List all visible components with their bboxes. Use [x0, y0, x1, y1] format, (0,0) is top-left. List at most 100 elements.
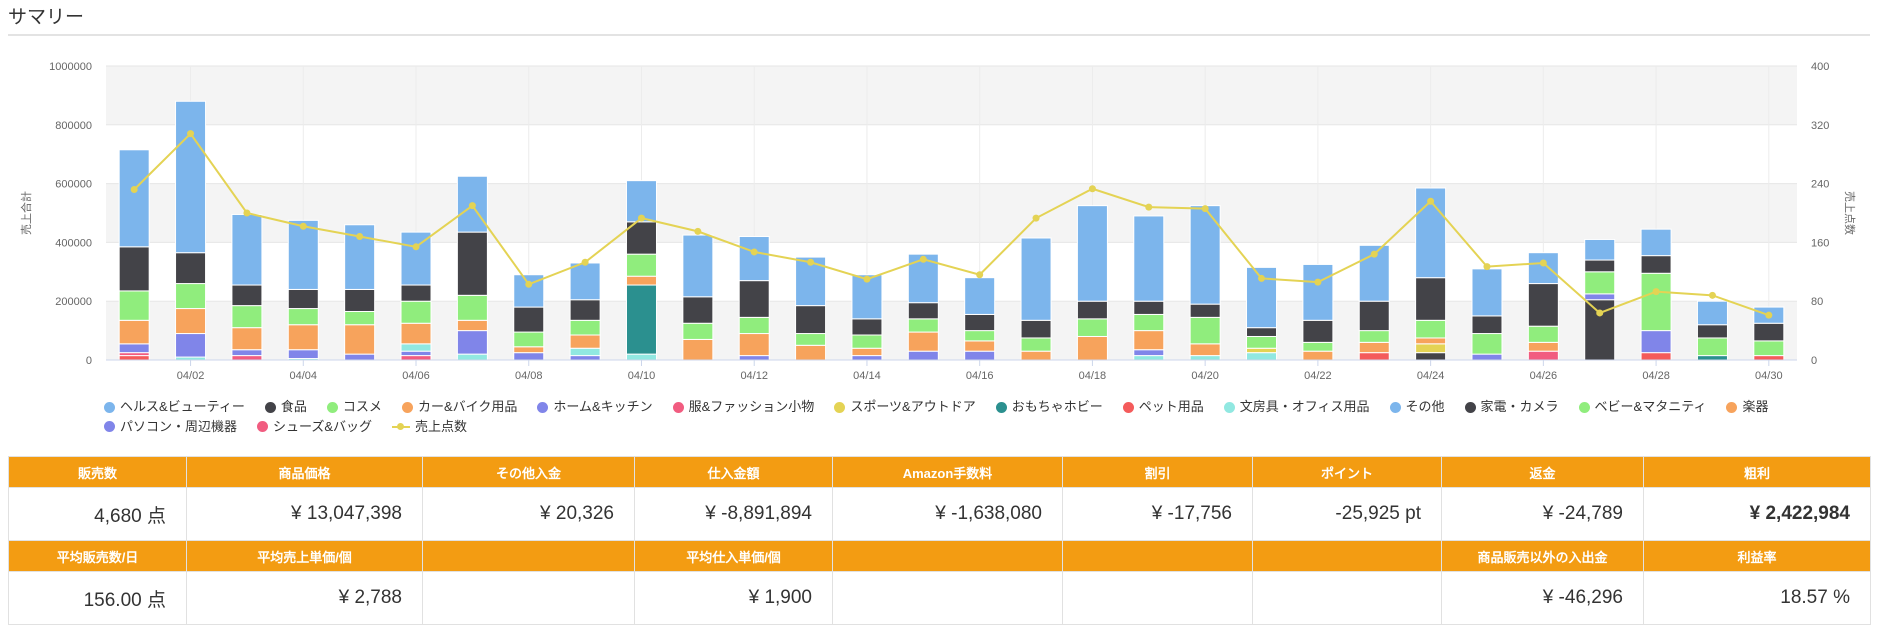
bar-segment: [907, 302, 939, 320]
bar-segment: [1584, 293, 1616, 301]
sales-count-point: [863, 275, 871, 283]
bar-segment: [1415, 319, 1447, 339]
value-avg-sales-per-day: 156.00 点: [8, 571, 187, 625]
sales-chart: 0 200000 400000 600000 800000 1000000 0 80 160 24…: [19, 61, 1856, 382]
legend-item[interactable]: 食品: [264, 398, 307, 416]
bar-segment: [175, 100, 207, 254]
header-discount: 割引: [1062, 456, 1253, 488]
bar-segment: [1189, 343, 1221, 357]
bar-segment: [851, 334, 883, 349]
legend-item[interactable]: 文房具・オフィス用品: [1223, 398, 1370, 416]
bar-segment: [907, 318, 939, 333]
x-tick-label: 04/18: [1079, 370, 1107, 382]
bar-segment: [1020, 350, 1052, 361]
header-avg-unit-price: 平均売上単価/個: [186, 540, 423, 572]
bar-segment: [964, 350, 996, 361]
legend-item[interactable]: シューズ&バッグ: [257, 418, 372, 436]
bar-segment: [231, 355, 263, 361]
bar-segment: [569, 262, 601, 301]
legend-dot-icon: [257, 421, 269, 432]
legend-item[interactable]: カー&バイク用品: [401, 398, 517, 416]
x-tick-label: 04/30: [1755, 370, 1783, 382]
bar-segment: [344, 310, 376, 326]
y-tick-label: 0: [86, 355, 92, 367]
legend-item[interactable]: パソコン・周辺機器: [104, 418, 237, 436]
bar-segment: [738, 280, 770, 318]
legend-label: ペット用品: [1138, 399, 1204, 414]
bar-segment: [1246, 335, 1278, 349]
plot-band: [106, 66, 1797, 125]
bar-segment: [1076, 318, 1108, 337]
bar-segment: [1246, 352, 1278, 361]
value-non-sales-cashflow: ¥ -46,296: [1441, 571, 1644, 625]
plot-band: [106, 242, 1797, 302]
legend-item[interactable]: その他: [1389, 398, 1445, 416]
legend-item[interactable]: ホーム&キッチン: [537, 398, 653, 416]
bar-segment: [1133, 215, 1165, 302]
bar-segment: [1696, 300, 1728, 326]
header-amazon-fee: Amazon手数料: [832, 456, 1063, 488]
y2-tick-label: 80: [1811, 296, 1823, 308]
summary-value-row-1: 4,680 点 ¥ 13,047,398 ¥ 20,326 ¥ -8,891,8…: [8, 487, 1871, 541]
sales-count-point: [1314, 278, 1322, 286]
bar-segment: [456, 353, 488, 361]
legend-item[interactable]: ベビー&マタニティ: [1578, 398, 1706, 416]
bar-segment: [118, 290, 150, 321]
legend-label: おもちゃホビー: [1011, 399, 1103, 414]
bar-segment: [175, 283, 207, 310]
bar-segment: [456, 330, 488, 355]
sales-count-point: [1596, 309, 1604, 317]
legend-dot-icon: [1389, 401, 1401, 413]
chart-legend: ヘルス&ビューティー 食品 コスメ カー&バイク用品 ホーム&キッチン 服&ファッション小…: [104, 398, 1804, 437]
sales-count-point: [1370, 250, 1378, 258]
bar-segment: [569, 355, 601, 361]
bar-segment: [118, 319, 150, 345]
x-tick-label: 04/06: [402, 370, 430, 382]
header-avg-purchase-unit-price: 平均仕入単価/個: [634, 540, 833, 572]
bar-segment: [287, 308, 319, 326]
header-empty-1: [422, 540, 635, 572]
legend-item[interactable]: ヘルス&ビューティー: [104, 398, 245, 416]
legend-item[interactable]: ペット用品: [1122, 398, 1204, 416]
y2-tick-label: 240: [1811, 179, 1829, 191]
bar-segment: [851, 355, 883, 361]
legend-item[interactable]: 服&ファッション小物: [672, 398, 814, 416]
legend-item[interactable]: おもちゃホビー: [995, 398, 1103, 416]
sales-count-point: [976, 271, 984, 279]
legend-item[interactable]: 売上点数: [392, 418, 467, 436]
value-refund: ¥ -24,789: [1441, 487, 1644, 541]
value-discount: ¥ -17,756: [1062, 487, 1253, 541]
legend-item[interactable]: 楽器: [1726, 398, 1768, 416]
sales-count-point: [356, 233, 364, 241]
plot-band: [106, 124, 1797, 184]
legend-dot-icon: [1578, 401, 1590, 413]
legend-dot-icon: [834, 401, 846, 413]
bar-segment: [569, 299, 601, 321]
legend-label: 文房具・オフィス用品: [1239, 399, 1370, 414]
bar-segment: [1076, 300, 1108, 320]
bar-segment: [513, 306, 545, 333]
y2-tick-label: 320: [1811, 120, 1829, 132]
legend-item[interactable]: スポーツ&アウトドア: [834, 398, 976, 416]
x-tick-label: 04/16: [966, 370, 994, 382]
sales-count-point: [1483, 263, 1491, 271]
legend-label: ホーム&キッチン: [553, 399, 653, 414]
bar-segment: [1471, 315, 1503, 335]
x-tick-label: 04/22: [1304, 370, 1332, 382]
bar-segment: [1358, 352, 1390, 361]
bar-segment: [1640, 330, 1672, 354]
y2-tick-label: 0: [1811, 355, 1817, 367]
bar-segment: [964, 277, 996, 315]
header-sales-count: 販売数: [8, 456, 187, 488]
value-points: -25,925 pt: [1252, 487, 1442, 541]
value-empty-2: [832, 571, 1063, 625]
y2-tick-label: 160: [1811, 237, 1829, 249]
legend-item[interactable]: 家電・カメラ: [1464, 398, 1559, 416]
bar-segment: [1133, 330, 1165, 351]
legend-item[interactable]: コスメ: [326, 398, 382, 416]
bar-segment: [1527, 283, 1559, 327]
sales-count-point: [694, 227, 702, 235]
x-tick-label: 04/14: [853, 370, 881, 382]
bar-segment: [1133, 355, 1165, 361]
bar-segment: [175, 308, 207, 335]
